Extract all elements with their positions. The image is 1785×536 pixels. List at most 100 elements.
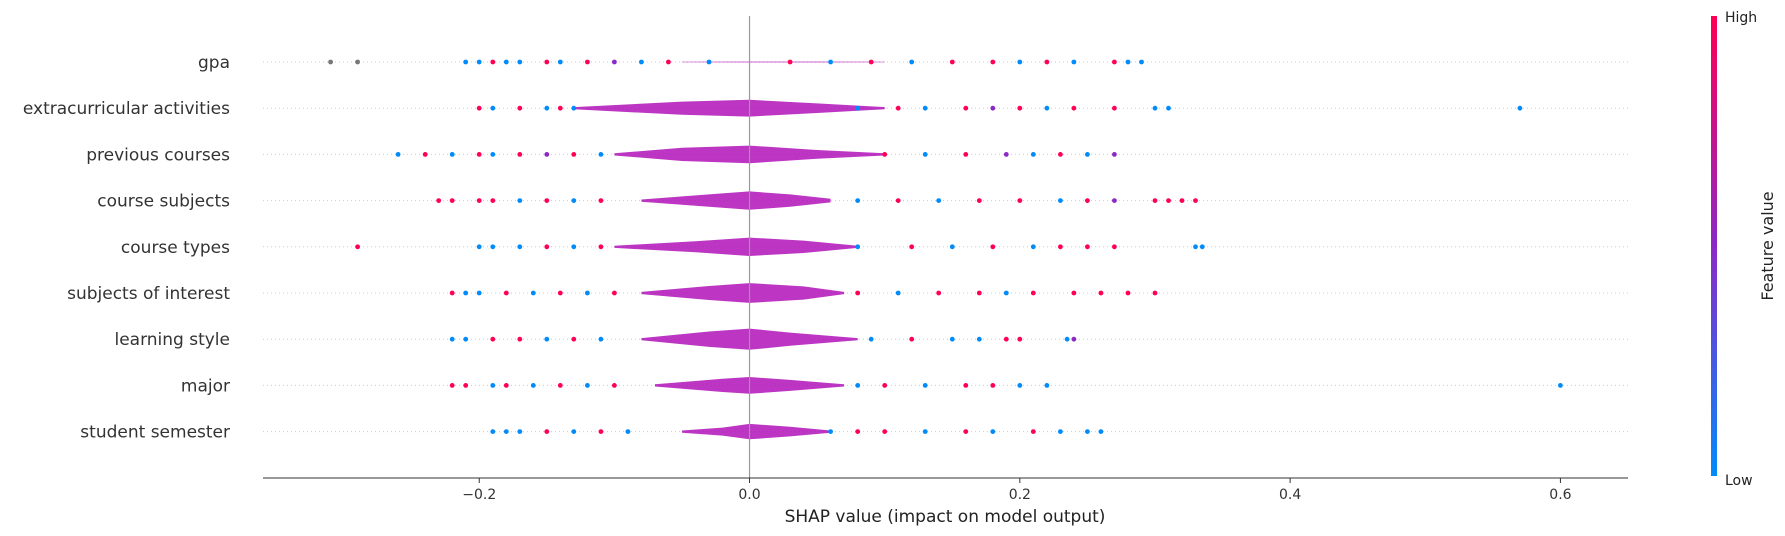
shap-point bbox=[1017, 59, 1023, 65]
shap-point bbox=[625, 429, 631, 434]
feature-label: course subjects bbox=[97, 192, 230, 212]
shap-point bbox=[909, 336, 915, 342]
shap-point bbox=[1064, 336, 1070, 342]
feature-row bbox=[263, 59, 1628, 65]
shap-point bbox=[449, 336, 455, 342]
shap-point bbox=[922, 383, 928, 388]
shap-point bbox=[1152, 290, 1158, 296]
shap-point bbox=[490, 244, 496, 250]
shap-point bbox=[1058, 152, 1063, 157]
shap-point bbox=[1098, 290, 1104, 296]
shap-point bbox=[612, 383, 617, 388]
shap-point bbox=[855, 244, 861, 250]
shap-point bbox=[1152, 198, 1158, 204]
shap-point bbox=[544, 59, 550, 65]
shap-point bbox=[1112, 105, 1117, 111]
shap-point bbox=[922, 105, 928, 111]
shap-point bbox=[1017, 383, 1023, 388]
shap-point bbox=[612, 59, 617, 65]
shap-point bbox=[490, 105, 496, 111]
feature-label: course types bbox=[121, 238, 230, 258]
feature-row bbox=[263, 99, 1628, 117]
colorbar-low-label: Low bbox=[1725, 473, 1753, 489]
shap-point bbox=[585, 290, 590, 296]
shap-point bbox=[1166, 105, 1171, 111]
shap-point bbox=[1017, 198, 1023, 204]
shap-point bbox=[490, 152, 496, 157]
x-axis: −0.2 0.0 0.2 0.4 0.6 bbox=[263, 477, 1628, 503]
shap-point bbox=[1058, 198, 1063, 204]
shap-point bbox=[503, 59, 509, 65]
shap-point bbox=[449, 152, 455, 157]
shap-point bbox=[476, 244, 482, 250]
shap-point bbox=[598, 336, 604, 342]
feature-label: major bbox=[181, 376, 230, 396]
shap-point bbox=[530, 290, 536, 296]
feature-row bbox=[263, 328, 1628, 350]
shap-point bbox=[1003, 336, 1009, 342]
violin-shape bbox=[641, 191, 831, 210]
shap-point bbox=[571, 105, 577, 111]
feature-labels: gpa extracurricular activities previous co… bbox=[23, 53, 230, 443]
colorbar-high-label: High bbox=[1725, 10, 1757, 26]
shap-point bbox=[1058, 429, 1063, 434]
shap-point bbox=[557, 290, 563, 296]
shap-point bbox=[855, 290, 861, 296]
x-tick-label: 0.2 bbox=[1009, 487, 1031, 503]
shap-point bbox=[476, 198, 482, 204]
shap-point bbox=[1112, 152, 1117, 157]
feature-label: extracurricular activities bbox=[23, 99, 230, 119]
shap-point bbox=[1112, 244, 1117, 250]
shap-point bbox=[1044, 59, 1050, 65]
shap-point bbox=[557, 105, 563, 111]
shap-point bbox=[544, 198, 550, 204]
shap-point bbox=[855, 383, 861, 388]
violin-shape bbox=[641, 283, 845, 303]
shap-point bbox=[422, 152, 428, 157]
shap-point bbox=[909, 244, 915, 250]
shap-point bbox=[557, 383, 563, 388]
shap-point bbox=[1030, 152, 1036, 157]
shap-point bbox=[990, 383, 996, 388]
shap-point bbox=[598, 152, 604, 157]
shap-point bbox=[706, 59, 712, 65]
shap-point bbox=[1085, 244, 1090, 250]
shap-point bbox=[1125, 59, 1131, 65]
shap-point bbox=[666, 59, 671, 65]
shap-point bbox=[571, 198, 577, 204]
shap-point bbox=[490, 429, 496, 434]
shap-point bbox=[1017, 105, 1023, 111]
violin-shape bbox=[682, 423, 831, 440]
x-tick-label: 0.6 bbox=[1549, 487, 1571, 503]
feature-row bbox=[263, 377, 1628, 394]
shap-point bbox=[1071, 290, 1077, 296]
shap-point bbox=[544, 429, 550, 434]
shap-point bbox=[990, 429, 996, 434]
shap-point bbox=[544, 105, 550, 111]
shap-point bbox=[882, 383, 888, 388]
shap-point bbox=[1199, 244, 1205, 250]
colorbar-title: Feature value bbox=[1758, 191, 1777, 300]
shap-point bbox=[517, 59, 523, 65]
shap-point bbox=[1193, 244, 1198, 250]
feature-rows bbox=[263, 59, 1628, 440]
feature-row bbox=[263, 423, 1628, 440]
shap-point bbox=[490, 383, 496, 388]
shap-point bbox=[855, 105, 861, 111]
x-axis-title: SHAP value (impact on model output) bbox=[785, 507, 1106, 527]
shap-point bbox=[612, 290, 617, 296]
shap-point bbox=[1071, 105, 1077, 111]
shap-point bbox=[598, 429, 604, 434]
shap-point bbox=[1085, 152, 1090, 157]
shap-point bbox=[1044, 105, 1050, 111]
shap-point bbox=[1558, 383, 1563, 388]
shap-point bbox=[1179, 198, 1185, 204]
shap-point bbox=[395, 152, 401, 157]
shap-point bbox=[463, 59, 469, 65]
feature-row bbox=[263, 145, 1628, 164]
shap-point bbox=[503, 290, 509, 296]
shap-point bbox=[490, 59, 496, 65]
shap-point bbox=[1112, 59, 1117, 65]
shap-point bbox=[1112, 198, 1117, 204]
